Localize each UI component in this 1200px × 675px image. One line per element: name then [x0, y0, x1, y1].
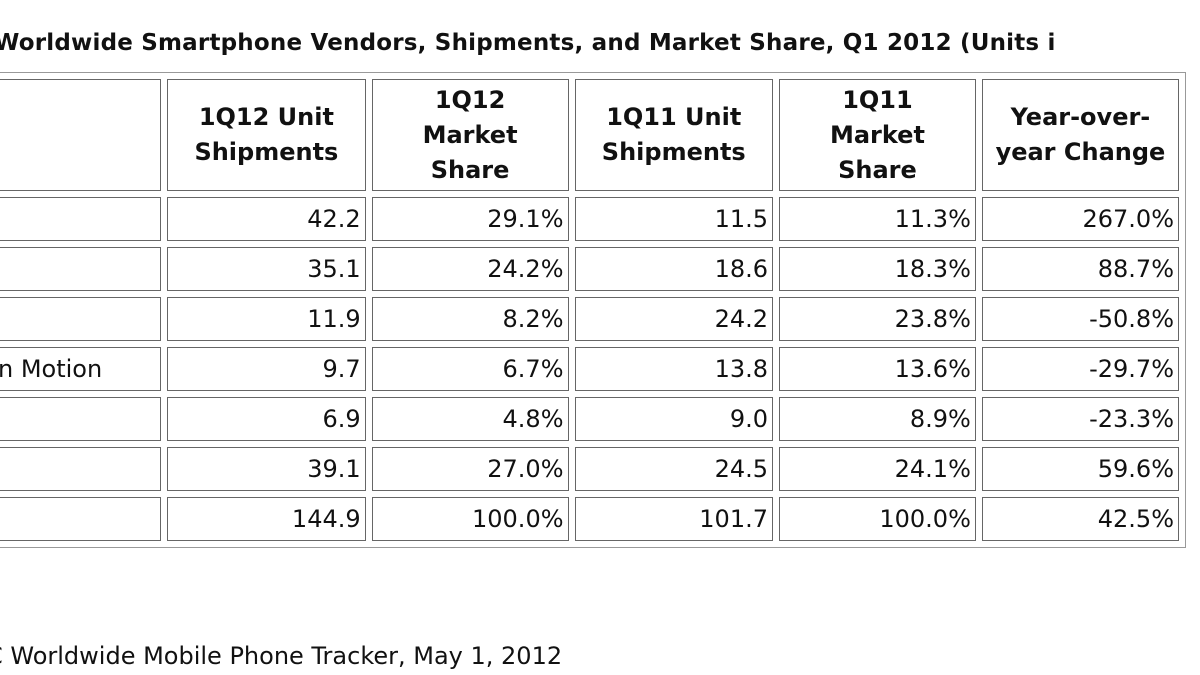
header-line: Market [829, 120, 925, 149]
value-cell: 100.0% [779, 497, 976, 541]
source-note: C Worldwide Mobile Phone Tracker, May 1,… [0, 642, 563, 670]
header-line: Shipments [601, 138, 746, 166]
header-line: 1Q11 [842, 85, 913, 114]
value-cell: 42.5% [981, 497, 1179, 541]
value-cell: 11.9 [167, 297, 366, 341]
value-cell: 27.0% [371, 447, 569, 491]
value-cell: 100.0% [371, 497, 569, 541]
value-cell: 11.3% [779, 197, 976, 241]
value-cell: 9.7 [167, 347, 366, 391]
vendor-cell [0, 497, 162, 541]
table-row: 39.1 27.0% 24.5 24.1% 59.6% [0, 447, 1179, 491]
value-cell: 24.2 [574, 297, 773, 341]
table-title: Worldwide Smartphone Vendors, Shipments,… [0, 30, 1056, 56]
header-cell: 1Q11 Unit Shipments [574, 79, 773, 191]
value-cell: 11.5 [574, 197, 773, 241]
header-line: Market [422, 120, 518, 149]
header-line: 1Q12 Unit [198, 103, 334, 131]
table-row: 144.9 100.0% 101.7 100.0% 42.5% [0, 497, 1179, 541]
header-line: Shipments [194, 138, 339, 166]
value-cell: 39.1 [167, 447, 366, 491]
vendor-cell [0, 397, 162, 441]
value-cell: 24.1% [779, 447, 976, 491]
header-row: 1Q12 Unit Shipments 1Q12 Market Share 1Q11 Un… [0, 79, 1179, 191]
header-cell: 1Q11 Market Share [779, 79, 976, 191]
table-row: 11.9 8.2% 24.2 23.8% -50.8% [0, 297, 1179, 341]
value-cell: -50.8% [981, 297, 1179, 341]
value-cell: 18.3% [779, 247, 976, 291]
value-cell: 8.9% [779, 397, 976, 441]
value-cell: 267.0% [981, 197, 1179, 241]
header-cell: Year-over-year Change [981, 79, 1179, 191]
value-cell: 9.0 [574, 397, 773, 441]
header-cell: 1Q12 Market Share [371, 79, 569, 191]
data-table: 1Q12 Unit Shipments 1Q12 Market Share 1Q11 Un… [0, 72, 1186, 548]
value-cell: 4.8% [371, 397, 569, 441]
header-cell [0, 79, 162, 191]
vendor-cell [0, 197, 162, 241]
value-cell: -29.7% [981, 347, 1179, 391]
value-cell: 42.2 [167, 197, 366, 241]
value-cell: 24.5 [574, 447, 773, 491]
value-cell: 29.1% [371, 197, 569, 241]
vendor-cell [0, 297, 162, 341]
header-line: year Change [995, 138, 1166, 166]
header-line: 1Q12 [434, 85, 506, 114]
value-cell: 8.2% [371, 297, 569, 341]
value-cell: 13.6% [779, 347, 976, 391]
value-cell: -23.3% [981, 397, 1179, 441]
header-cell: 1Q12 Unit Shipments [167, 79, 366, 191]
header-line: Share [430, 155, 510, 184]
value-cell: 18.6 [574, 247, 773, 291]
header-line: Share [838, 155, 917, 184]
table-row: 35.1 24.2% 18.6 18.3% 88.7% [0, 247, 1179, 291]
value-cell: 6.9 [167, 397, 366, 441]
vendor-cell: n Motion [0, 347, 162, 391]
vendor-cell [0, 447, 162, 491]
vendor-cell [0, 247, 162, 291]
value-cell: 24.2% [371, 247, 569, 291]
value-cell: 35.1 [167, 247, 366, 291]
header-line: Year-over- [1010, 103, 1151, 131]
value-cell: 6.7% [371, 347, 569, 391]
value-cell: 13.8 [574, 347, 773, 391]
value-cell: 101.7 [574, 497, 773, 541]
value-cell: 144.9 [167, 497, 366, 541]
value-cell: 88.7% [981, 247, 1179, 291]
value-cell: 23.8% [779, 297, 976, 341]
table-row: n Motion 9.7 6.7% 13.8 13.6% -29.7% [0, 347, 1179, 391]
header-line: 1Q11 Unit [606, 103, 742, 131]
value-cell: 59.6% [981, 447, 1179, 491]
table-row: 6.9 4.8% 9.0 8.9% -23.3% [0, 397, 1179, 441]
table-row: 42.2 29.1% 11.5 11.3% 267.0% [0, 197, 1179, 241]
